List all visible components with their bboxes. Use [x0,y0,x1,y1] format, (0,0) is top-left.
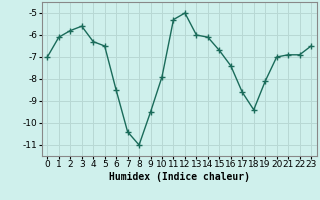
X-axis label: Humidex (Indice chaleur): Humidex (Indice chaleur) [109,172,250,182]
